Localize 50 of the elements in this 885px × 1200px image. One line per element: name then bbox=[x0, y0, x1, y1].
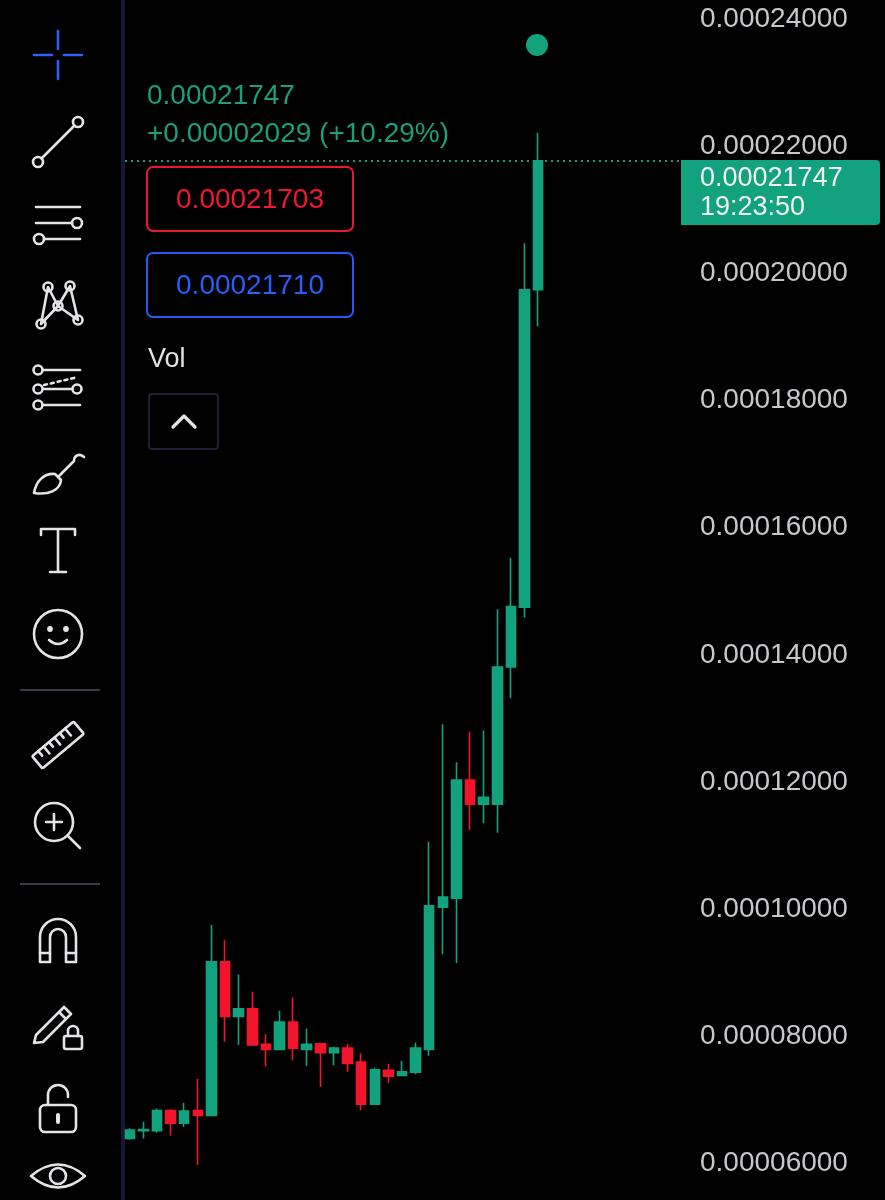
y-tick-label: 0.00012000 bbox=[700, 764, 848, 796]
candlestick bbox=[178, 1102, 190, 1128]
annotation: 0.00021747 bbox=[147, 79, 295, 111]
candlestick bbox=[124, 1127, 136, 1141]
y-tick-label: 0.00024000 bbox=[700, 2, 848, 34]
y-tick-label: 0.00022000 bbox=[700, 129, 848, 161]
candlestick bbox=[518, 242, 531, 619]
candlestick bbox=[164, 1108, 177, 1137]
ref-line-label: 0.00021747 bbox=[700, 161, 844, 192]
candlestick bbox=[151, 1107, 163, 1134]
candlestick bbox=[505, 556, 517, 699]
annotation: +0.00002029 (+10.29%) bbox=[147, 117, 450, 149]
candlestick bbox=[532, 131, 544, 328]
candlestick bbox=[382, 1063, 395, 1084]
candlestick bbox=[450, 761, 463, 964]
candlestick bbox=[137, 1121, 150, 1140]
candlestick bbox=[341, 1042, 354, 1073]
annotation: 0.00021710 bbox=[176, 269, 324, 301]
candlestick bbox=[300, 1027, 313, 1067]
candlestick bbox=[219, 939, 231, 1043]
y-tick-label: 0.00010000 bbox=[700, 891, 848, 923]
candlestick bbox=[355, 1052, 367, 1112]
annotation: Vol bbox=[148, 342, 186, 374]
y-tick-label: 0.00006000 bbox=[700, 1145, 848, 1177]
candlestick bbox=[409, 1041, 422, 1076]
candlestick bbox=[369, 1067, 381, 1105]
candlestick bbox=[464, 731, 476, 832]
candlestick bbox=[328, 1046, 340, 1067]
y-tick-label: 0.00020000 bbox=[700, 256, 848, 288]
y-tick-label: 0.00018000 bbox=[700, 383, 848, 415]
candlestick bbox=[260, 1033, 272, 1068]
y-tick-label: 0.00008000 bbox=[700, 1018, 848, 1050]
candlestick bbox=[287, 996, 299, 1062]
candlestick bbox=[423, 840, 435, 1057]
price-box: 0.00021703 bbox=[146, 166, 354, 232]
candlestick bbox=[246, 990, 259, 1046]
price-tag: 0.00021747 19:23:50 bbox=[681, 159, 880, 225]
candlestick bbox=[437, 723, 449, 955]
candlestick bbox=[477, 729, 490, 825]
candlestick bbox=[192, 1077, 204, 1166]
candlestick bbox=[273, 1009, 286, 1051]
candlestick bbox=[232, 973, 245, 1046]
y-tick-label: 0.00014000 bbox=[700, 637, 848, 669]
annotation: 0.00021703 bbox=[176, 183, 324, 215]
candlestick bbox=[491, 608, 504, 834]
candlestick bbox=[205, 924, 218, 1117]
candlestick bbox=[396, 1060, 408, 1077]
price-box: 0.00021710 bbox=[146, 252, 354, 318]
y-tick-label: 0.00016000 bbox=[700, 510, 848, 542]
candlestick bbox=[314, 1042, 327, 1088]
